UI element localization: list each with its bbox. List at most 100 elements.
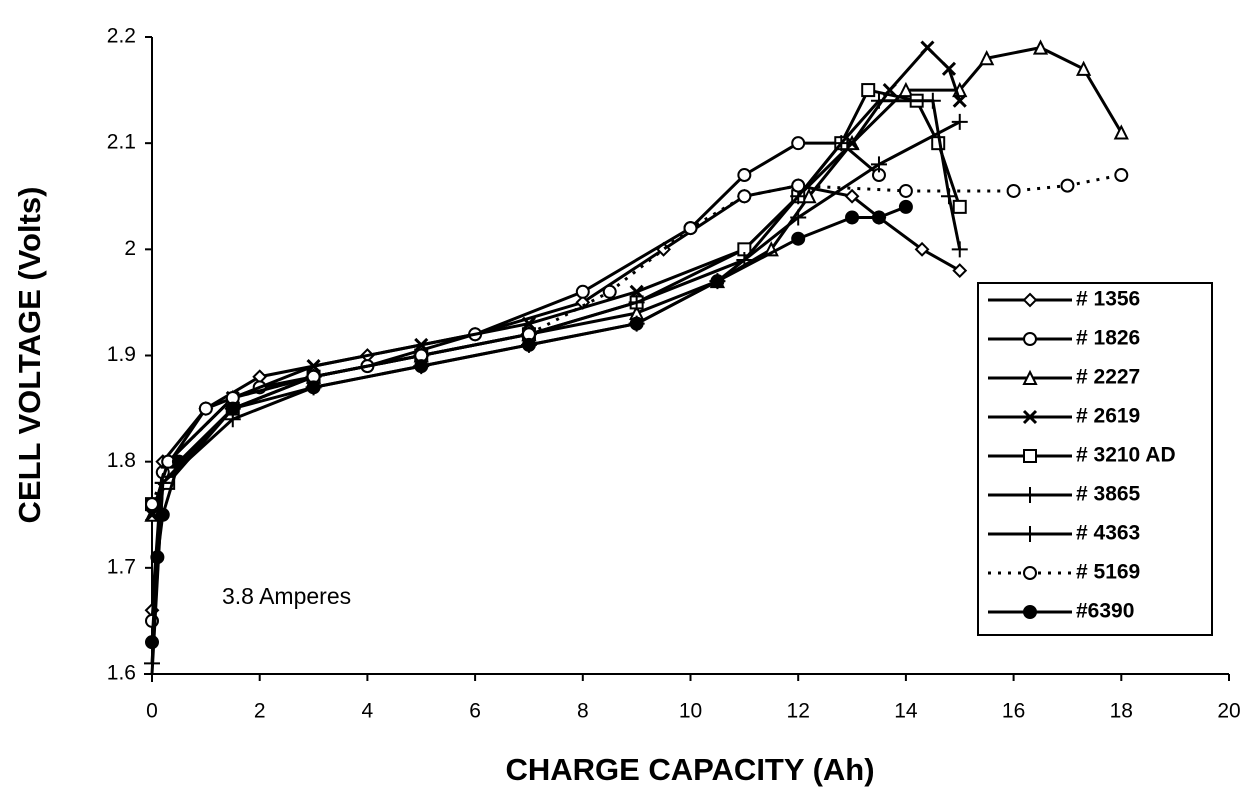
- legend-label: # 3210 AD: [1076, 444, 1176, 467]
- marker: [870, 156, 887, 173]
- marker: [1114, 168, 1129, 183]
- series-line: [150, 205, 907, 643]
- marker: [1023, 605, 1037, 619]
- marker: [1006, 183, 1021, 198]
- marker: [1022, 487, 1038, 503]
- marker: [683, 221, 698, 236]
- marker: [306, 380, 321, 395]
- y-tick-label: 1.7: [107, 555, 136, 578]
- marker: [154, 474, 171, 491]
- series-line: [150, 45, 962, 516]
- x-tick-label: 14: [894, 700, 918, 723]
- series: [145, 136, 886, 628]
- marker: [791, 136, 806, 151]
- legend-label: #6390: [1076, 600, 1134, 623]
- legend-label: # 5169: [1076, 561, 1140, 584]
- marker: [791, 231, 806, 246]
- marker: [629, 316, 644, 331]
- x-tick-label: 0: [146, 700, 158, 723]
- y-tick-label: 2: [124, 237, 136, 260]
- y-tick-label: 1.6: [107, 662, 136, 685]
- marker: [737, 168, 752, 183]
- marker: [414, 359, 429, 374]
- marker: [1022, 369, 1038, 385]
- marker: [737, 189, 752, 204]
- marker: [575, 284, 590, 299]
- marker: [924, 92, 941, 109]
- x-tick-label: 16: [1002, 700, 1025, 723]
- legend-box: [977, 282, 1213, 636]
- legend-label: # 3865: [1076, 483, 1141, 506]
- marker: [844, 188, 860, 204]
- legend-label: # 2227: [1076, 366, 1140, 389]
- legend-label: # 2619: [1076, 405, 1140, 428]
- series: [145, 168, 1129, 512]
- marker: [951, 241, 968, 258]
- marker: [155, 507, 170, 522]
- marker: [920, 40, 935, 55]
- series-line: [150, 141, 880, 622]
- marker: [871, 210, 886, 225]
- marker: [870, 92, 887, 109]
- marker: [861, 83, 876, 98]
- marker: [845, 210, 860, 225]
- marker: [710, 274, 725, 289]
- x-tick-label: 10: [679, 700, 702, 723]
- marker: [1060, 178, 1075, 193]
- marker: [628, 294, 645, 311]
- series-line: [150, 46, 1123, 516]
- marker: [898, 199, 913, 214]
- marker: [791, 178, 806, 193]
- y-axis-title: CELL VOLTAGE (Volts): [12, 187, 47, 524]
- marker: [1023, 449, 1037, 463]
- y-tick-label: 1.9: [107, 343, 136, 366]
- marker: [198, 401, 213, 416]
- marker: [171, 454, 186, 469]
- series-line: [150, 173, 1122, 505]
- marker: [898, 81, 914, 98]
- x-tick-label: 18: [1110, 700, 1133, 723]
- marker: [951, 113, 968, 130]
- marker: [898, 183, 913, 198]
- y-tick-label: 2.1: [107, 131, 136, 154]
- marker: [914, 241, 930, 257]
- marker: [1022, 292, 1038, 308]
- marker: [979, 49, 995, 66]
- x-tick-label: 20: [1217, 700, 1240, 723]
- marker: [952, 263, 968, 278]
- marker: [1022, 526, 1038, 542]
- legend: # 1356 # 1826 # 2227 # 2619 # 3210 AD # 3865 #…: [977, 282, 1213, 636]
- x-axis-title: CHARGE CAPACITY (Ah): [505, 752, 874, 787]
- marker: [1075, 60, 1092, 76]
- marker: [1023, 566, 1037, 580]
- marker: [521, 337, 536, 352]
- x-tick-label: 4: [362, 700, 374, 723]
- marker: [790, 209, 807, 226]
- marker: [145, 635, 159, 650]
- legend-label: # 1826: [1076, 327, 1140, 350]
- marker: [602, 284, 617, 299]
- marker: [952, 199, 967, 214]
- series: [145, 199, 913, 650]
- annotation: 3.8 Amperes: [222, 583, 351, 609]
- marker: [150, 550, 165, 565]
- y-tick-label: 1.8: [107, 449, 136, 472]
- series-line: [150, 99, 962, 664]
- marker: [1113, 124, 1129, 140]
- legend-label: # 1356: [1076, 288, 1140, 311]
- x-tick-label: 12: [787, 700, 810, 723]
- marker: [1032, 39, 1049, 55]
- x-tick-label: 6: [469, 700, 481, 723]
- marker: [941, 61, 957, 76]
- marker: [833, 135, 850, 152]
- x-tick-label: 8: [577, 700, 589, 723]
- marker: [145, 497, 159, 512]
- y-tick-label: 2.2: [107, 25, 136, 48]
- series: [145, 83, 967, 512]
- marker: [1022, 409, 1038, 425]
- series-line: [150, 88, 962, 506]
- series: [144, 40, 967, 522]
- legend-label: # 4363: [1076, 522, 1140, 545]
- marker: [144, 666, 160, 682]
